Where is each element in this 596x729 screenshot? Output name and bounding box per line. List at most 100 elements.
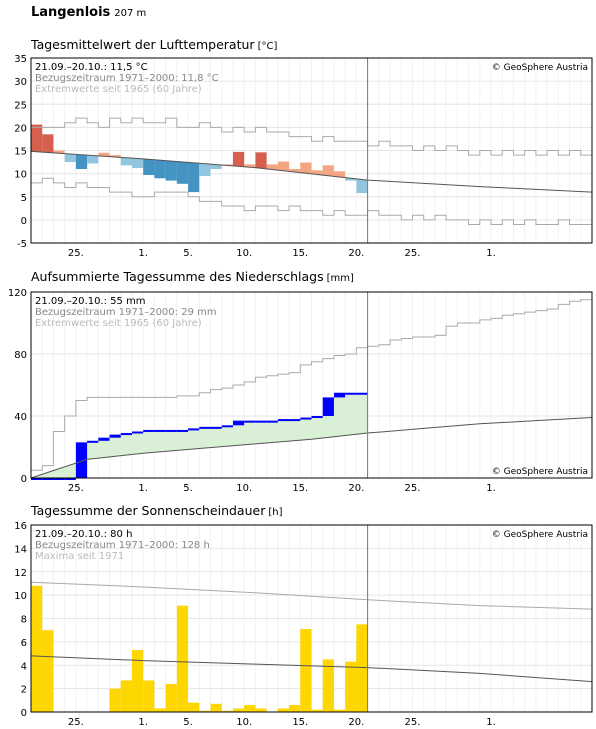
normal-line <box>30 655 593 683</box>
x-tick-label: 1. <box>138 717 148 728</box>
precip-increment-bar <box>345 392 357 395</box>
x-tick-label: 1. <box>138 248 148 259</box>
sunshine-bar <box>120 680 132 712</box>
y-tick-label: 0 <box>21 708 27 719</box>
precip-deviation-area <box>31 392 368 478</box>
temperature-bar <box>311 170 323 175</box>
precipitation-unit: [mm] <box>326 273 354 284</box>
y-tick-label: 35 <box>14 54 27 65</box>
precipitation-title: Aufsummierte Tagessumme des Niederschlag… <box>31 269 324 284</box>
x-tick-label: 1. <box>486 717 496 728</box>
precip-increment-bar <box>31 478 43 480</box>
precip-increment-bar <box>131 431 144 434</box>
precip-increment-bar <box>165 429 177 432</box>
temperature-bar <box>322 165 334 176</box>
y-tick-label: 0 <box>21 216 27 227</box>
temperature-unit: [°C] <box>257 41 278 52</box>
temperature-bar <box>255 152 267 169</box>
credit-text: © GeoSphere Austria <box>492 530 588 540</box>
x-tick-label: 1. <box>138 483 148 494</box>
temperature-bar <box>31 124 43 152</box>
x-tick-label: 10. <box>236 717 252 728</box>
sunshine-bar <box>300 629 312 712</box>
station-name: Langenlois <box>31 5 111 20</box>
sunshine-bar <box>109 688 121 712</box>
sunshine-bar <box>221 710 233 712</box>
x-tick-label: 15. <box>292 483 308 494</box>
y-tick-label: 2 <box>21 685 27 696</box>
sunshine-bar <box>176 605 189 712</box>
temperature-title: Tagesmittelwert der Lufttemperatur <box>31 37 255 52</box>
sunshine-bar <box>143 680 155 712</box>
precip-increment-bar <box>221 425 233 428</box>
temperature-bar <box>244 164 256 168</box>
sunshine-bar <box>277 708 290 712</box>
precip-increment-bar <box>210 426 222 429</box>
sunshine-bar <box>165 683 177 712</box>
precip-increment-bar <box>87 440 99 443</box>
x-tick-label: 15. <box>292 248 308 259</box>
precip-increment-bar <box>244 420 256 423</box>
temperature-bar <box>165 161 177 181</box>
normal-line <box>30 150 593 193</box>
temperature-bar <box>199 163 211 176</box>
precip-increment-bar <box>232 420 245 426</box>
precip-increment-bar <box>143 429 155 432</box>
temperature-bar <box>356 179 368 194</box>
temperature-bar <box>188 162 200 193</box>
plot-frame <box>30 524 593 713</box>
y-tick-label: 15 <box>14 147 27 158</box>
y-tick-label: 16 <box>14 521 27 532</box>
precip-increment-bar <box>98 437 110 441</box>
y-tick-label: 20 <box>14 123 27 134</box>
temperature-bar <box>176 161 189 184</box>
y-tick-label: 80 <box>14 350 27 361</box>
info-line-1: 21.09.–20.10.: 80 h <box>35 529 132 540</box>
info-line-2: Bezugszeitraum 1971–2000: 29 mm <box>35 307 217 318</box>
precipitation-panel-title: Aufsummierte Tagessumme des Niederschlag… <box>31 269 354 284</box>
y-tick-label: -5 <box>17 239 27 250</box>
precip-increment-bar <box>75 442 88 478</box>
sunshine-bar <box>333 709 346 712</box>
x-tick-label: 25. <box>68 483 84 494</box>
temperature-bar <box>109 155 121 157</box>
sunshine-bar <box>188 702 200 712</box>
precip-increment-bar <box>120 433 132 436</box>
sunshine-bar <box>255 708 267 712</box>
precip-increment-bar <box>289 419 301 422</box>
temperature-bar <box>53 150 65 154</box>
extreme-max-line <box>31 299 592 471</box>
precip-increment-bar <box>356 392 368 395</box>
x-tick-label: 25. <box>405 248 421 259</box>
extreme-max-line <box>31 117 592 156</box>
temperature-bar <box>266 164 278 170</box>
temperature-bar <box>289 169 301 172</box>
x-tick-label: 5. <box>183 717 193 728</box>
extreme-min-line <box>31 177 592 225</box>
sunshine-bar <box>210 703 222 712</box>
temperature-bar <box>232 151 245 167</box>
precip-increment-bar <box>300 417 312 420</box>
temperature-bar <box>87 155 99 164</box>
x-tick-label: 10. <box>236 248 252 259</box>
y-tick-label: 40 <box>14 412 27 423</box>
info-line-3: Maxima seit 1971 <box>35 551 124 562</box>
sunshine-bar <box>199 710 211 712</box>
temperature-bar <box>277 161 290 171</box>
temperature-bar <box>154 160 166 179</box>
sunshine-bar <box>131 650 144 712</box>
x-tick-label: 20. <box>348 483 364 494</box>
plot-frame <box>30 57 593 244</box>
y-tick-label: 30 <box>14 77 27 88</box>
sunshine-panel-title: Tagessumme der Sonnenscheindauer [h] <box>31 503 282 518</box>
x-tick-label: 1. <box>486 483 496 494</box>
y-tick-label: 5 <box>21 193 27 204</box>
y-tick-label: 120 <box>8 288 27 299</box>
temperature-bar <box>345 178 357 181</box>
x-tick-label: 10. <box>236 483 252 494</box>
precip-increment-bar <box>333 392 346 398</box>
precip-increment-bar <box>322 397 334 416</box>
precip-increment-bar <box>255 420 267 423</box>
temperature-bar <box>300 162 312 174</box>
